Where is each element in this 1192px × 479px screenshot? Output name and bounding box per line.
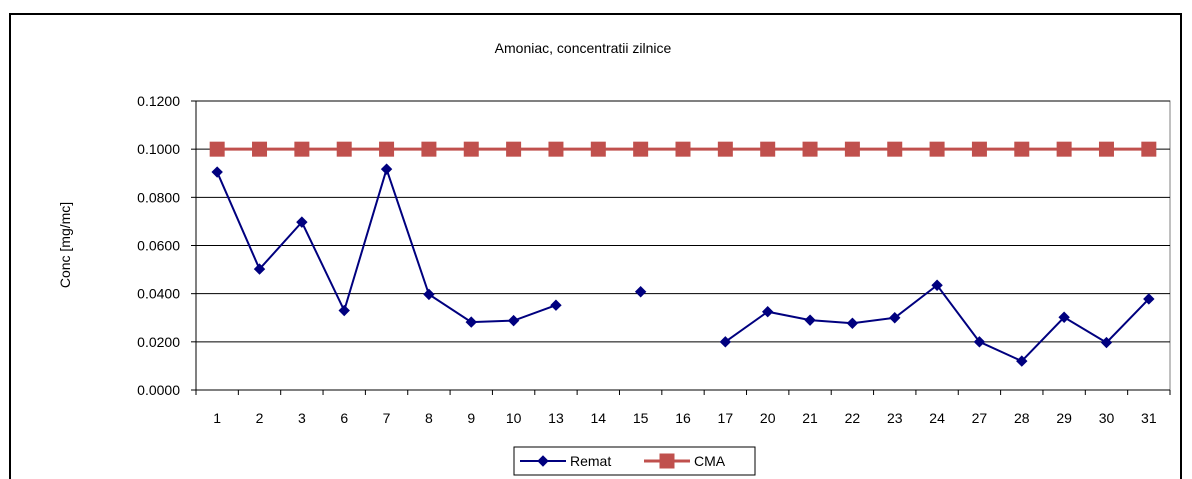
data-point-cma bbox=[379, 141, 395, 157]
data-point-remat bbox=[296, 216, 308, 228]
data-point-cma bbox=[1014, 141, 1030, 157]
x-tick-label: 3 bbox=[298, 410, 306, 426]
data-point-cma bbox=[1056, 141, 1072, 157]
data-point-cma bbox=[506, 141, 522, 157]
data-point-cma bbox=[336, 141, 352, 157]
x-tick-label: 13 bbox=[548, 410, 564, 426]
data-point-cma bbox=[252, 141, 268, 157]
y-tick-label: 0.1200 bbox=[137, 93, 180, 109]
x-tick-label: 10 bbox=[506, 410, 522, 426]
series-cma bbox=[209, 141, 1157, 157]
y-tick-label: 0.0400 bbox=[137, 286, 180, 302]
x-tick-label: 1 bbox=[213, 410, 221, 426]
data-point-cma bbox=[633, 141, 649, 157]
data-point-remat bbox=[550, 299, 562, 311]
data-point-remat bbox=[973, 336, 986, 348]
x-tick-label: 27 bbox=[972, 410, 988, 426]
x-tick-label: 17 bbox=[718, 410, 734, 426]
data-point-cma bbox=[421, 141, 437, 157]
x-tick-label: 20 bbox=[760, 410, 776, 426]
data-point-cma bbox=[717, 141, 733, 157]
data-point-cma bbox=[675, 141, 691, 157]
axes: 0.0000 0.0200 0.0400 0.0600 0.0800 0.1000 0.12… bbox=[137, 93, 1171, 426]
x-tick-label: 31 bbox=[1141, 410, 1157, 426]
x-tick-label: 7 bbox=[383, 410, 391, 426]
data-point-remat bbox=[423, 288, 435, 301]
x-tick-label: 8 bbox=[425, 410, 433, 426]
legend-marker bbox=[537, 455, 549, 467]
x-tick-label: 14 bbox=[591, 410, 607, 426]
data-point-remat bbox=[1143, 293, 1155, 305]
data-point-cma bbox=[1098, 141, 1114, 157]
data-point-remat bbox=[338, 304, 350, 317]
data-point-remat bbox=[846, 317, 859, 329]
data-point-remat bbox=[889, 312, 901, 324]
x-tick-label: 2 bbox=[256, 410, 264, 426]
chart-title: Amoniac, concentratii zilnice bbox=[495, 40, 672, 56]
data-point-remat bbox=[804, 314, 816, 326]
x-tick-label: 30 bbox=[1099, 410, 1115, 426]
data-point-cma bbox=[844, 141, 860, 157]
x-tick-label: 9 bbox=[467, 410, 475, 426]
data-point-cma bbox=[971, 141, 987, 157]
x-tick-label: 6 bbox=[340, 410, 348, 426]
data-point-remat bbox=[1058, 311, 1070, 323]
data-point-cma bbox=[1141, 141, 1157, 157]
x-tick-label: 15 bbox=[633, 410, 649, 426]
y-tick-label: 0.0800 bbox=[137, 189, 180, 205]
legend-label: CMA bbox=[694, 453, 726, 469]
x-tick-label: 23 bbox=[887, 410, 903, 426]
y-tick-label: 0.0000 bbox=[137, 382, 180, 398]
data-point-remat bbox=[211, 166, 223, 178]
x-tick-label: 29 bbox=[1056, 410, 1072, 426]
y-tick-label: 0.0600 bbox=[137, 238, 180, 254]
data-point-remat bbox=[761, 306, 774, 318]
data-point-cma bbox=[887, 141, 903, 157]
x-tick-label: 22 bbox=[845, 410, 861, 426]
legend-marker bbox=[659, 453, 675, 469]
x-tick-label: 16 bbox=[675, 410, 691, 426]
data-point-cma bbox=[209, 141, 225, 157]
data-point-remat bbox=[1100, 336, 1113, 349]
data-point-remat bbox=[507, 314, 520, 327]
data-point-cma bbox=[590, 141, 606, 157]
data-point-remat bbox=[465, 316, 477, 328]
series-group bbox=[209, 141, 1157, 367]
data-point-cma bbox=[802, 141, 818, 157]
chart-border bbox=[9, 13, 1182, 479]
x-tick-label: 21 bbox=[802, 410, 818, 426]
data-point-remat bbox=[253, 263, 266, 275]
data-point-cma bbox=[929, 141, 945, 157]
x-tick-label: 28 bbox=[1014, 410, 1030, 426]
data-point-remat bbox=[719, 336, 732, 348]
data-point-remat bbox=[931, 279, 943, 291]
legend-label: Remat bbox=[570, 453, 611, 469]
data-point-remat bbox=[1016, 355, 1028, 367]
data-point-cma bbox=[463, 141, 479, 157]
data-point-remat bbox=[380, 163, 393, 175]
y-tick-label: 0.0200 bbox=[137, 334, 180, 350]
legend-entry-cma: CMA bbox=[644, 453, 726, 469]
data-point-remat bbox=[634, 286, 647, 298]
data-point-cma bbox=[760, 141, 776, 157]
y-tick-label: 0.1000 bbox=[137, 141, 180, 157]
series-remat bbox=[211, 163, 1155, 367]
legend-entry-remat: Remat bbox=[520, 453, 611, 469]
y-axis-label: Conc [mg/mc] bbox=[57, 202, 73, 288]
data-point-cma bbox=[548, 141, 564, 157]
data-point-cma bbox=[294, 141, 310, 157]
x-tick-label: 24 bbox=[929, 410, 945, 426]
legend: Remat CMA bbox=[513, 446, 756, 476]
